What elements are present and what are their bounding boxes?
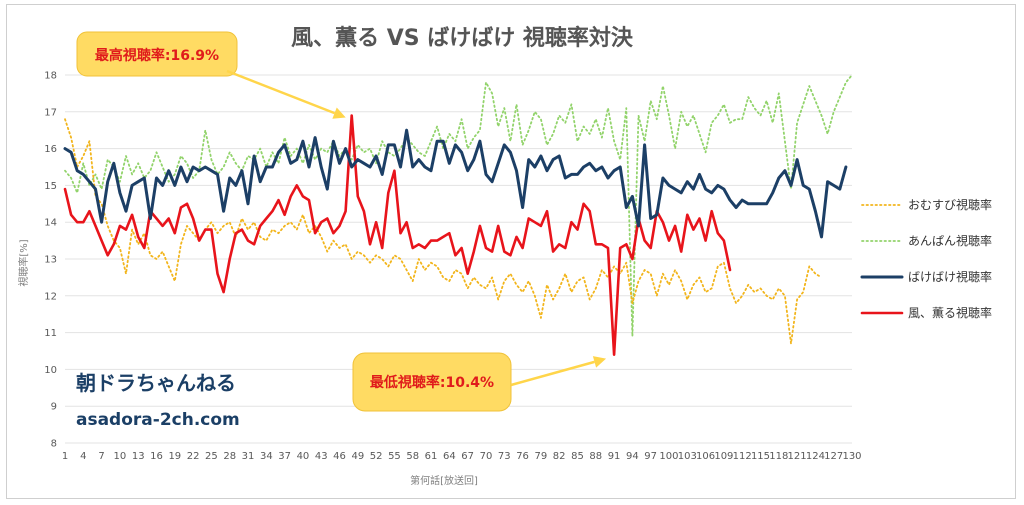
x-tick-label: 91 xyxy=(608,451,621,462)
callout-min-bubble xyxy=(352,352,512,412)
y-tick-label: 17 xyxy=(44,107,57,118)
series-line-1 xyxy=(64,74,853,338)
x-tick-label: 70 xyxy=(480,451,493,462)
y-tick-label: 10 xyxy=(44,365,57,376)
x-tick-label: 73 xyxy=(498,451,511,462)
x-tick-label: 61 xyxy=(425,451,438,462)
x-axis-ticks: 1 4 7 10 13 16 19 22 25 28 31 34 37 40 43 46 49 52 55 58 61 6… xyxy=(62,451,862,462)
legend-label: 風、薫る視聴率 xyxy=(908,305,992,320)
x-tick-label: 100 xyxy=(659,451,678,462)
x-tick-label: 82 xyxy=(553,451,566,462)
x-tick-label: 22 xyxy=(187,451,200,462)
x-tick-label: 127 xyxy=(824,451,843,462)
x-tick-label: 103 xyxy=(678,451,697,462)
x-tick-label: 115 xyxy=(751,451,770,462)
series-line-0 xyxy=(64,118,823,345)
x-tick-label: 4 xyxy=(80,451,86,462)
y-axis-label: 視聴率[%] xyxy=(17,239,30,286)
y-tick-label: 12 xyxy=(44,291,57,302)
x-tick-label: 106 xyxy=(696,451,715,462)
x-tick-label: 124 xyxy=(806,451,825,462)
x-tick-label: 94 xyxy=(626,451,639,462)
y-tick-label: 18 xyxy=(44,71,57,82)
x-tick-label: 13 xyxy=(132,451,145,462)
x-axis-label: 第何話[放送回] xyxy=(410,474,478,487)
x-tick-label: 130 xyxy=(842,451,861,462)
y-tick-label: 8 xyxy=(51,439,57,450)
x-tick-label: 1 xyxy=(62,451,68,462)
y-tick-label: 13 xyxy=(44,255,57,266)
x-tick-label: 34 xyxy=(260,451,273,462)
callout-max: 最高視聴率:16.9% xyxy=(76,31,346,119)
x-tick-label: 40 xyxy=(297,451,310,462)
series-line-3 xyxy=(63,114,732,357)
legend-label: おむすび視聴率 xyxy=(908,197,992,212)
y-tick-label: 16 xyxy=(44,144,57,155)
chart-title: 風、薫る VS ばけばけ 視聴率対決 xyxy=(291,25,634,51)
callout-max-bubble xyxy=(76,31,238,77)
x-tick-label: 79 xyxy=(534,451,547,462)
x-tick-label: 112 xyxy=(733,451,752,462)
x-tick-label: 64 xyxy=(443,451,456,462)
x-tick-label: 43 xyxy=(315,451,328,462)
watermark-url: asadora-2ch.com xyxy=(76,410,240,430)
x-tick-label: 31 xyxy=(242,451,255,462)
x-tick-label: 88 xyxy=(589,451,602,462)
callout-min: 最低視聴率:10.4% xyxy=(352,352,607,412)
series-lines xyxy=(63,74,853,357)
series-line-2 xyxy=(63,128,848,239)
x-tick-label: 16 xyxy=(150,451,163,462)
y-axis-ticks: 8 9 10 11 12 13 14 15 16 17 18 xyxy=(44,71,57,450)
chart-frame: 8 9 10 11 12 13 14 15 16 17 18 1 4 7 10 13 16 19 22 25 28 31… xyxy=(6,4,1016,499)
x-tick-label: 121 xyxy=(788,451,807,462)
callout-min-arrow xyxy=(510,360,595,387)
x-tick-label: 55 xyxy=(388,451,401,462)
x-tick-label: 46 xyxy=(333,451,346,462)
legend-label: ばけばけ視聴率 xyxy=(908,269,992,284)
callout-max-arrow xyxy=(226,69,336,115)
x-tick-label: 10 xyxy=(114,451,127,462)
x-tick-label: 37 xyxy=(278,451,291,462)
x-tick-label: 97 xyxy=(644,451,657,462)
x-tick-label: 28 xyxy=(223,451,236,462)
callout-max-arrowhead xyxy=(332,107,346,119)
callout-max-text: 最高視聴率:16.9% xyxy=(95,47,219,64)
x-tick-label: 58 xyxy=(406,451,419,462)
x-tick-label: 19 xyxy=(168,451,181,462)
x-tick-label: 49 xyxy=(351,451,364,462)
y-tick-label: 11 xyxy=(44,328,57,339)
x-tick-label: 25 xyxy=(205,451,218,462)
legend-label: あんぱん視聴率 xyxy=(908,233,992,248)
y-tick-label: 9 xyxy=(51,402,57,413)
x-tick-label: 118 xyxy=(769,451,788,462)
watermark-site-name: 朝ドラちゃんねる xyxy=(76,371,236,395)
callout-min-arrowhead xyxy=(592,356,607,368)
x-tick-label: 76 xyxy=(516,451,529,462)
y-tick-label: 14 xyxy=(44,218,57,229)
x-tick-label: 67 xyxy=(461,451,474,462)
callout-min-text: 最低視聴率:10.4% xyxy=(370,374,494,391)
x-tick-label: 109 xyxy=(714,451,733,462)
y-tick-label: 15 xyxy=(44,181,57,192)
x-tick-label: 85 xyxy=(571,451,584,462)
x-tick-label: 7 xyxy=(98,451,104,462)
x-tick-label: 52 xyxy=(370,451,383,462)
